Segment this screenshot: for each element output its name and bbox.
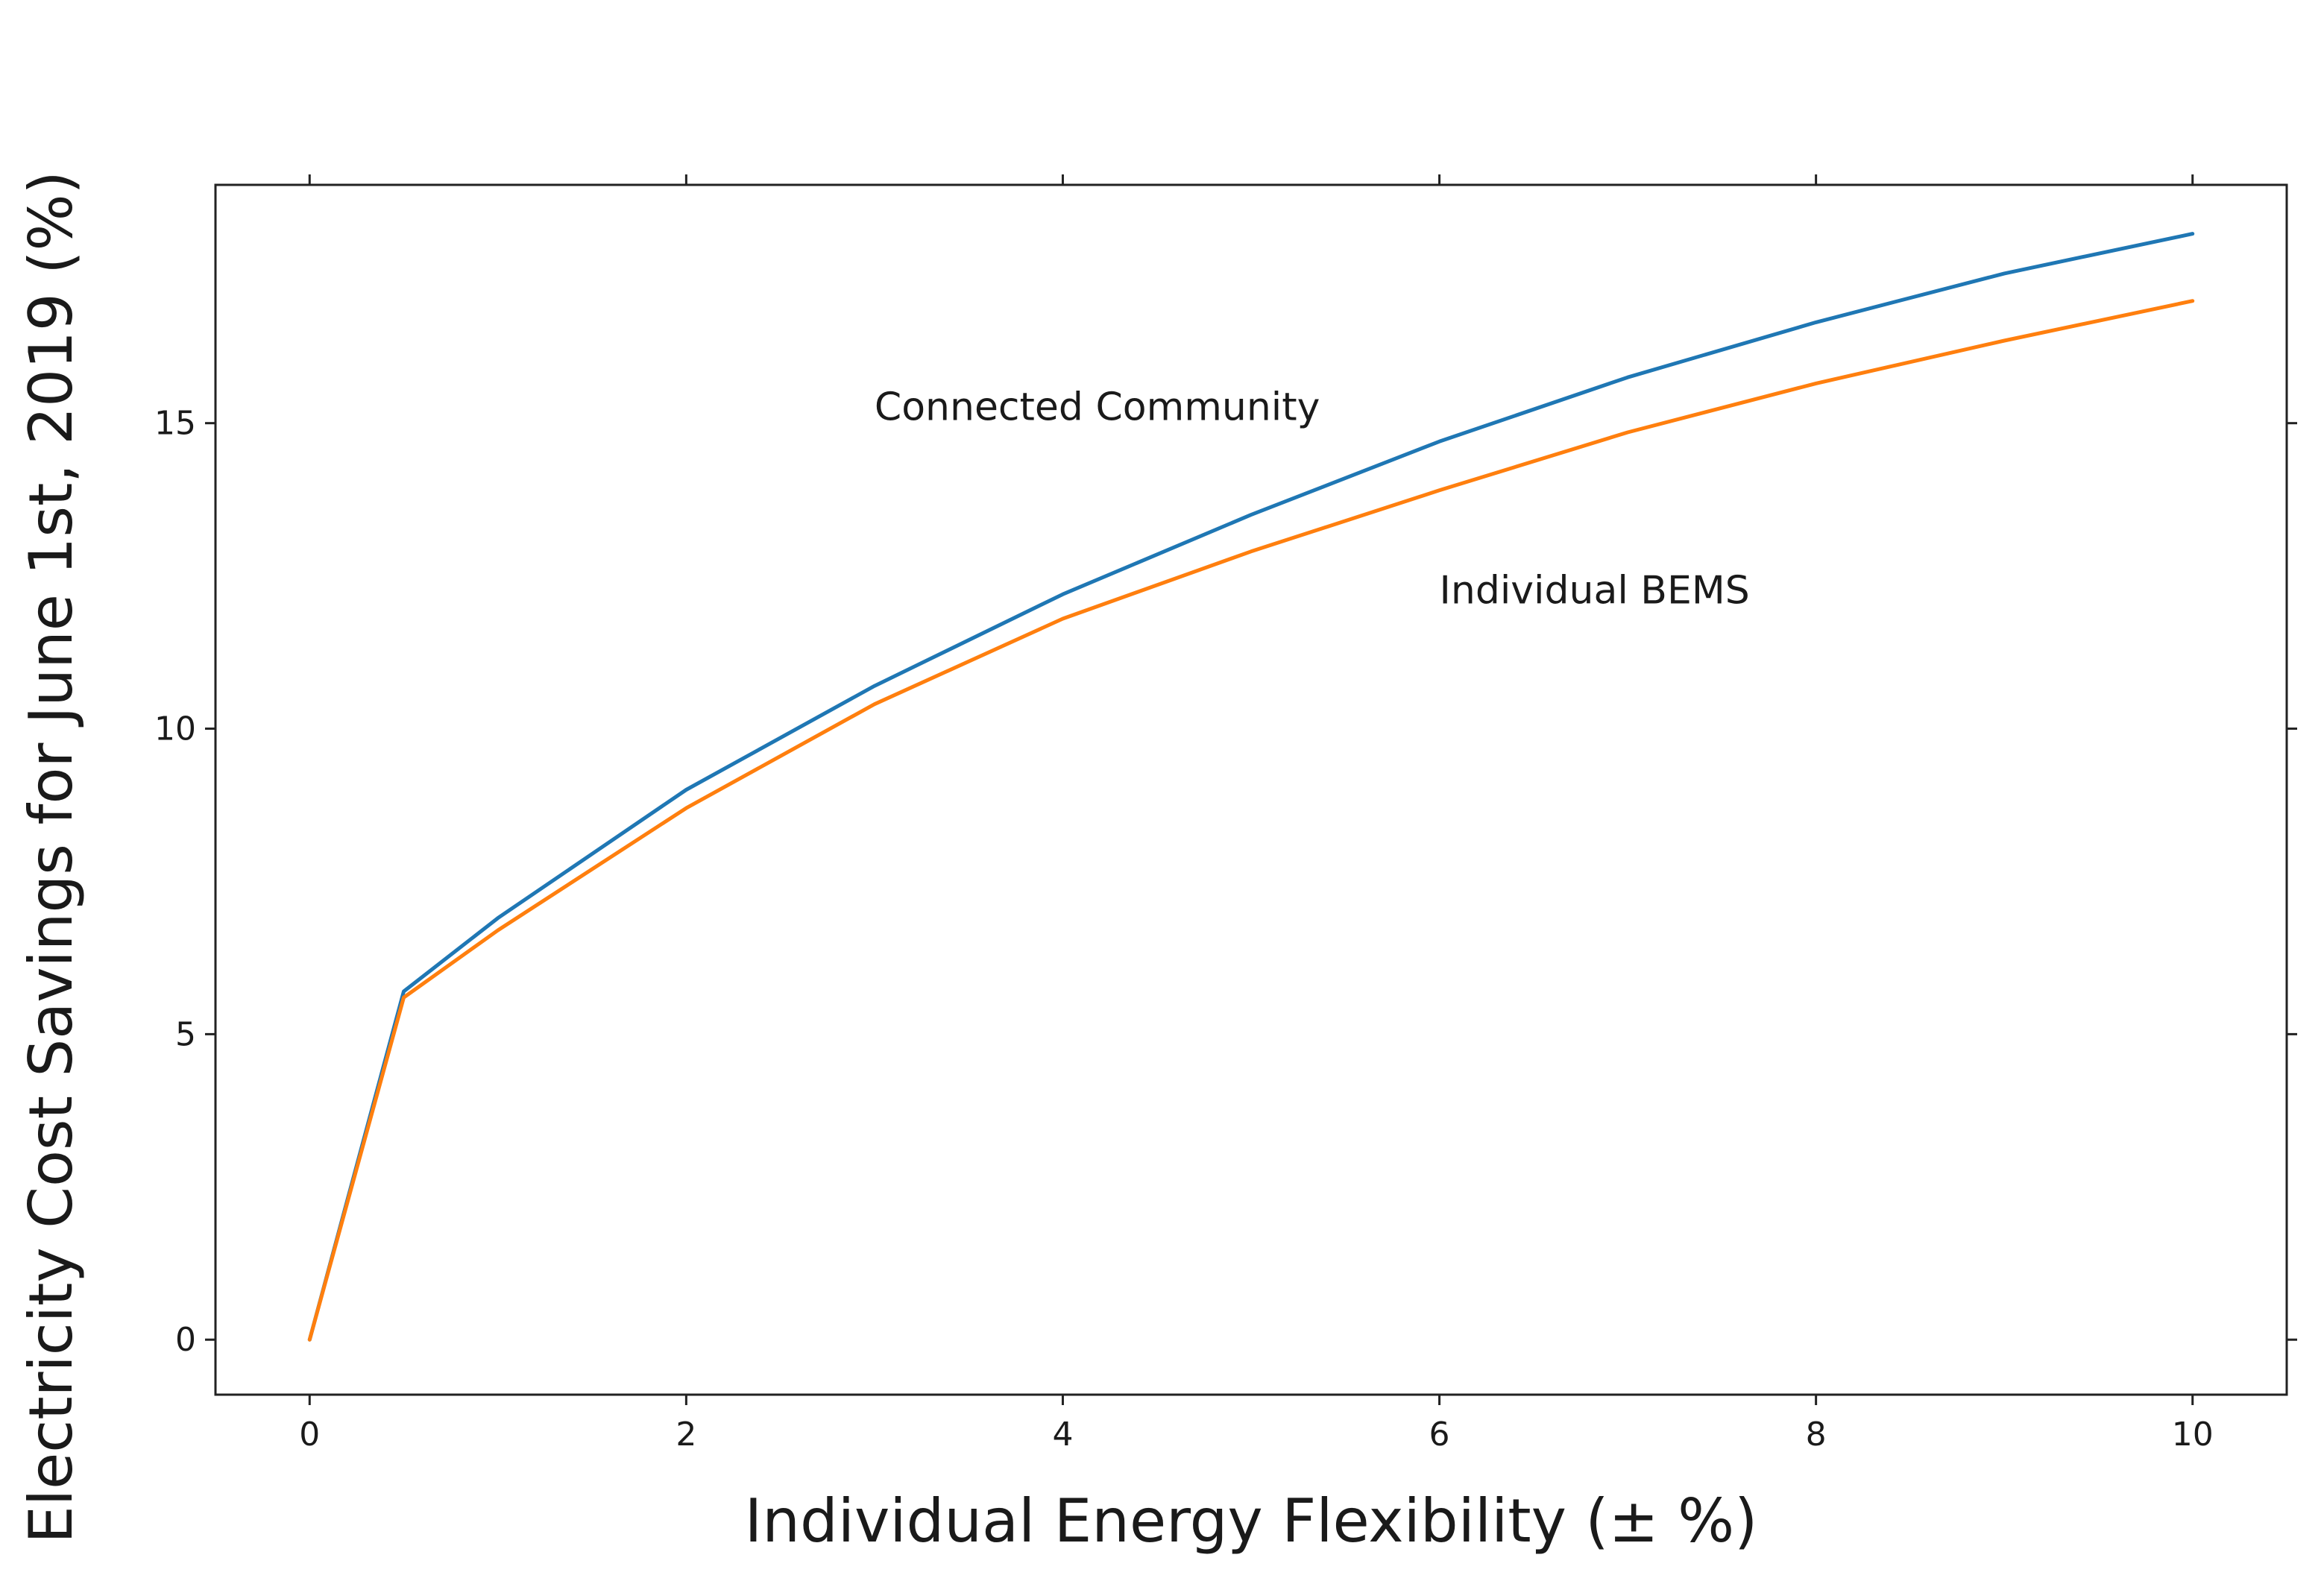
x-tick-label: 6 [1429, 1416, 1450, 1454]
x-axis: 0 2 4 6 8 10 [299, 174, 2214, 1454]
y-tick-label: 10 [154, 710, 196, 748]
y-axis: 0 5 10 15 [154, 405, 2297, 1359]
plot-area: 0 2 4 6 8 10 0 5 10 15 Connected Community Indivi… [154, 174, 2297, 1454]
y-tick-label: 0 [175, 1321, 196, 1359]
y-tick-label: 5 [175, 1015, 196, 1053]
y-tick-label: 15 [154, 405, 196, 443]
x-tick-label: 10 [2172, 1416, 2214, 1454]
axes-frame [214, 183, 2288, 1396]
x-tick-label: 2 [676, 1416, 696, 1454]
x-tick-label: 4 [1052, 1416, 1073, 1454]
series-line-connected-community [307, 232, 2195, 1342]
series-line-individual-bems [307, 299, 2195, 1342]
x-tick-label: 8 [1806, 1416, 1827, 1454]
x-axis-label: Individual Energy Flexibility (± %) [745, 1486, 1758, 1556]
x-tick-label: 0 [299, 1416, 320, 1454]
annotations: Connected Community Individual BEMS [875, 385, 1750, 613]
series-group [307, 232, 2195, 1342]
annotation-label: Connected Community [875, 385, 1320, 430]
annotation-label: Individual BEMS [1440, 568, 1750, 613]
y-axis-label: Electricity Cost Savings for June 1st, 2… [16, 171, 86, 1543]
